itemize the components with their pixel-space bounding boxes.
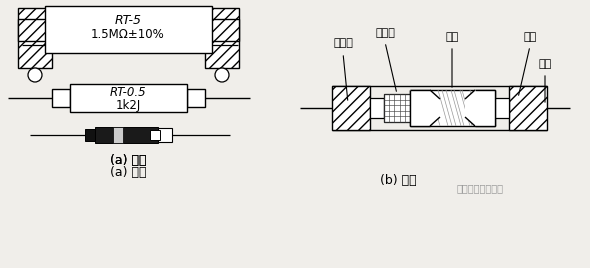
Text: 硬件十万个为什么: 硬件十万个为什么: [457, 183, 503, 193]
Bar: [52, 89, 70, 107]
Text: 保护漆: 保护漆: [333, 38, 353, 48]
Bar: [384, 94, 410, 122]
Bar: [187, 89, 205, 107]
Text: RT-5: RT-5: [114, 13, 142, 27]
Text: 帽盖: 帽盖: [523, 32, 537, 42]
Bar: [495, 98, 509, 118]
Bar: [150, 130, 160, 140]
Text: (a) 外形: (a) 外形: [110, 166, 146, 180]
Bar: [85, 129, 95, 141]
Text: 1.5MΩ±10%: 1.5MΩ±10%: [91, 28, 165, 40]
Bar: [95, 127, 158, 143]
Bar: [45, 6, 212, 53]
Text: (a) 外形: (a) 外形: [110, 154, 146, 166]
Bar: [70, 84, 187, 112]
Text: 1k2J: 1k2J: [116, 99, 140, 111]
Text: (a) 外形: (a) 外形: [110, 154, 146, 166]
Bar: [509, 86, 547, 130]
Polygon shape: [410, 90, 440, 126]
Bar: [18, 19, 239, 41]
Text: RT-0.5: RT-0.5: [110, 87, 146, 99]
Circle shape: [215, 68, 229, 82]
Text: (b) 结构: (b) 结构: [380, 173, 417, 187]
Bar: [205, 8, 239, 68]
Polygon shape: [465, 90, 495, 126]
Bar: [332, 86, 370, 130]
Text: 瓷棒: 瓷棒: [445, 32, 458, 42]
Circle shape: [28, 68, 42, 82]
Bar: [113, 127, 123, 143]
Text: 碳膜层: 碳膜层: [375, 28, 395, 38]
Bar: [370, 98, 384, 118]
Bar: [18, 8, 52, 68]
Bar: [52, 10, 205, 50]
Bar: [158, 128, 172, 142]
Text: 引线: 引线: [538, 59, 552, 69]
Bar: [410, 90, 495, 126]
